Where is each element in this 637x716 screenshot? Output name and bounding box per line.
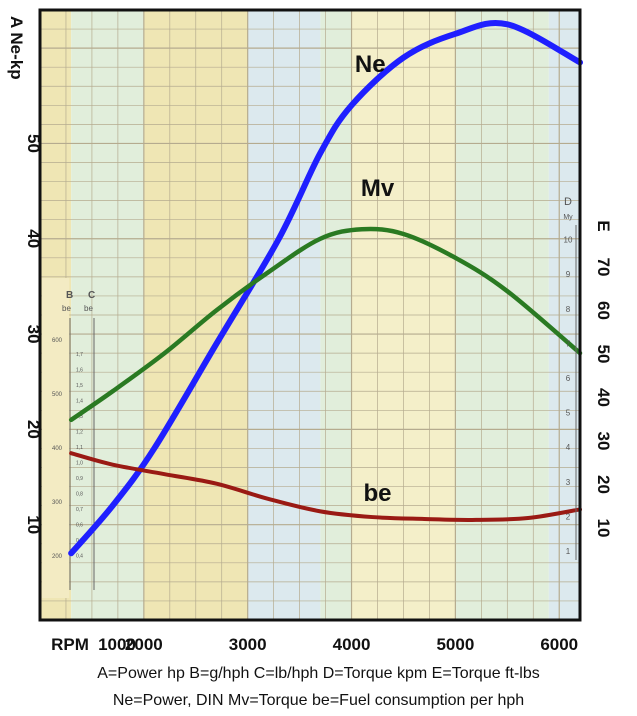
inset-unit-B: be <box>62 304 71 313</box>
inset-tick-C: 1,1 <box>76 445 83 451</box>
right-tick-D-4: 4 <box>566 443 571 452</box>
right-tick-E-20: 20 <box>594 475 613 494</box>
x-tick-5000: 5000 <box>436 635 474 654</box>
right-tick-D-2: 2 <box>566 512 571 521</box>
right-tick-E-10: 10 <box>594 519 613 538</box>
inset-tick-C: 0,8 <box>76 492 83 498</box>
inset-tick-B: 400 <box>52 446 63 452</box>
left-tick-20: 20 <box>24 420 43 439</box>
legend-caption-axes: A=Power hp B=g/hph C=lb/hph D=Torque kpm… <box>97 665 540 682</box>
left-tick-30: 30 <box>24 325 43 344</box>
left-axis-title: A Ne-kp <box>7 16 26 80</box>
x-tick-4000: 4000 <box>333 635 371 654</box>
inset-tick-C: 0,4 <box>76 554 83 560</box>
power-torque-chart: B Cbe be 600 500 400 300 200 1,7 1,6 1,5 1,4 1,3 1,2 1… <box>7 8 613 654</box>
left-tick-10: 10 <box>24 515 43 534</box>
inset-tick-C: 1,0 <box>76 461 83 467</box>
inset-tick-B: 500 <box>52 392 63 398</box>
x-tick-3000: 3000 <box>229 635 267 654</box>
x-tick-6000: 6000 <box>540 635 578 654</box>
right-tick-D-1: 1 <box>566 547 571 556</box>
chart-frame <box>38 8 582 622</box>
right-tick-E-40: 40 <box>594 388 613 407</box>
right-tick-D-6: 6 <box>566 374 571 383</box>
inset-tick-C: 0,7 <box>76 507 83 513</box>
right-tick-D-5: 5 <box>566 409 571 418</box>
right-tick-D-3: 3 <box>566 478 571 487</box>
inset-tick-B: 300 <box>52 500 63 506</box>
x-tick-2000: 2000 <box>125 635 163 654</box>
series-label-Mv: Mv <box>361 175 395 202</box>
right-axis-E-title: E <box>594 220 613 231</box>
series-lines: Ne Mv be <box>68 19 583 557</box>
right-tick-D-8: 8 <box>566 305 571 314</box>
right-tick-D-10: 10 <box>564 236 573 245</box>
inset-tick-B: 600 <box>52 338 63 344</box>
inset-label-C: C <box>88 290 95 301</box>
x-axis-title: RPM <box>51 635 89 654</box>
inset-tick-B: 200 <box>52 554 63 560</box>
inset-tick-C: 1,5 <box>76 383 83 389</box>
right-tick-D-9: 9 <box>566 270 571 279</box>
inset-tick-C: 1,7 <box>76 352 83 358</box>
inset-unit-C: be <box>84 304 93 313</box>
legend-caption-series: Ne=Power, DIN Mv=Torque be=Fuel consumpt… <box>112 692 525 709</box>
right-tick-E-50: 50 <box>594 345 613 364</box>
left-tick-50: 50 <box>24 134 43 153</box>
left-tick-40: 40 <box>24 229 43 248</box>
x-tick-1000: 1000 <box>98 635 136 654</box>
series-label-Ne: Ne <box>355 51 386 78</box>
right-tick-E-30: 30 <box>594 432 613 451</box>
right-tick-D-7: 7 <box>566 339 571 348</box>
inset-tick-C: 1,3 <box>76 414 83 420</box>
inset-tick-C: 0,9 <box>76 476 83 482</box>
right-tick-E-60: 60 <box>594 301 613 320</box>
right-axis-D-title: D <box>564 196 572 208</box>
right-tick-E-70: 70 <box>594 258 613 277</box>
inset-tick-C: 0,6 <box>76 523 83 529</box>
right-axis-D-unit: My <box>563 214 573 221</box>
inset-tick-C: 1,4 <box>76 399 83 405</box>
inset-label-B: B <box>66 290 73 301</box>
fuel-inset-scale: B Cbe be 600 500 400 300 200 1,7 1,6 1,5 1,4 1,3 1,2 1… <box>42 278 95 598</box>
series-line-Ne <box>68 19 583 557</box>
inset-tick-C: 1,2 <box>76 430 83 436</box>
inset-tick-C: 1,6 <box>76 368 83 374</box>
inset-panel <box>42 278 70 598</box>
series-label-be: be <box>363 480 391 507</box>
